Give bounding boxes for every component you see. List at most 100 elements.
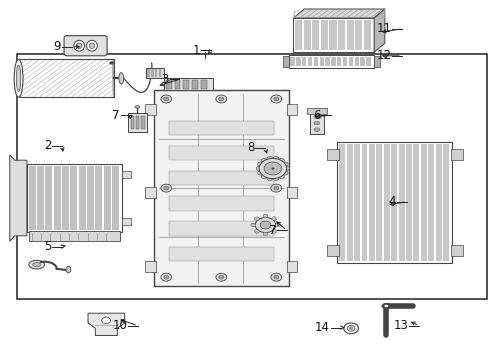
Bar	[295, 20, 302, 50]
Bar	[361, 144, 367, 261]
Ellipse shape	[282, 171, 287, 175]
Bar	[95, 166, 102, 230]
Bar	[168, 196, 273, 211]
Ellipse shape	[250, 223, 255, 227]
Bar	[390, 144, 396, 261]
Bar	[331, 57, 335, 66]
Ellipse shape	[278, 158, 284, 163]
Bar	[62, 166, 69, 230]
Bar	[130, 116, 134, 129]
Bar	[427, 144, 433, 261]
Text: 9: 9	[54, 40, 61, 53]
Bar	[147, 69, 149, 77]
Bar	[54, 166, 61, 230]
Bar	[128, 113, 146, 132]
Text: 3: 3	[161, 73, 168, 86]
Ellipse shape	[266, 157, 272, 161]
Bar	[354, 20, 362, 50]
Ellipse shape	[275, 223, 280, 227]
Text: 5: 5	[44, 240, 51, 253]
Bar	[366, 57, 370, 66]
Ellipse shape	[161, 273, 171, 281]
Bar	[154, 90, 288, 286]
Ellipse shape	[163, 186, 168, 190]
Ellipse shape	[263, 214, 267, 218]
Ellipse shape	[219, 275, 223, 279]
Bar	[288, 55, 373, 68]
Bar	[354, 57, 358, 66]
Bar	[337, 20, 345, 50]
Bar	[325, 57, 329, 66]
Ellipse shape	[216, 95, 226, 103]
Bar	[136, 116, 139, 129]
Ellipse shape	[278, 174, 284, 179]
Ellipse shape	[256, 166, 262, 171]
Bar	[79, 166, 85, 230]
Bar	[27, 164, 122, 232]
Bar	[368, 144, 374, 261]
Ellipse shape	[313, 115, 319, 118]
Bar	[329, 20, 336, 50]
Ellipse shape	[348, 327, 352, 330]
Ellipse shape	[17, 65, 20, 91]
Bar	[342, 57, 346, 66]
Ellipse shape	[254, 217, 259, 220]
Ellipse shape	[163, 275, 168, 279]
Ellipse shape	[66, 266, 71, 273]
Bar	[360, 57, 364, 66]
Bar	[412, 144, 418, 261]
Bar	[159, 69, 161, 77]
Text: 13: 13	[393, 319, 407, 332]
Bar	[450, 245, 462, 256]
Ellipse shape	[14, 59, 23, 97]
Ellipse shape	[381, 303, 390, 309]
Bar	[151, 69, 153, 77]
Bar	[306, 108, 326, 114]
Ellipse shape	[272, 157, 278, 161]
Ellipse shape	[260, 221, 270, 229]
Ellipse shape	[109, 61, 113, 65]
Ellipse shape	[261, 174, 267, 179]
Ellipse shape	[271, 167, 274, 170]
Ellipse shape	[257, 162, 263, 166]
Bar	[339, 144, 345, 261]
Ellipse shape	[89, 43, 94, 49]
Bar	[168, 221, 273, 236]
Bar	[87, 166, 94, 230]
Bar	[163, 78, 212, 90]
Bar	[376, 144, 382, 261]
Bar	[282, 56, 288, 67]
Bar	[337, 142, 451, 263]
Bar	[326, 245, 338, 256]
Ellipse shape	[266, 176, 272, 180]
Bar	[383, 144, 389, 261]
Ellipse shape	[272, 176, 278, 180]
Bar	[293, 18, 373, 52]
Bar	[183, 80, 189, 89]
Bar	[155, 69, 157, 77]
Ellipse shape	[270, 184, 281, 192]
Ellipse shape	[257, 171, 263, 175]
Bar	[346, 20, 353, 50]
Ellipse shape	[271, 217, 276, 220]
Bar	[145, 104, 156, 115]
Ellipse shape	[283, 166, 289, 171]
Ellipse shape	[33, 262, 41, 267]
Bar	[312, 20, 319, 50]
Text: 4: 4	[388, 195, 395, 208]
Ellipse shape	[263, 232, 267, 236]
Bar	[201, 80, 206, 89]
Text: 7: 7	[268, 224, 276, 237]
Bar	[145, 261, 156, 272]
Text: 8: 8	[246, 141, 254, 154]
Ellipse shape	[343, 323, 358, 334]
FancyBboxPatch shape	[64, 36, 107, 56]
Bar	[296, 57, 300, 66]
Bar	[286, 104, 297, 115]
Ellipse shape	[282, 162, 287, 166]
Ellipse shape	[255, 217, 275, 233]
Ellipse shape	[163, 97, 168, 101]
Bar	[122, 218, 131, 225]
Bar	[168, 247, 273, 261]
Polygon shape	[10, 155, 27, 241]
